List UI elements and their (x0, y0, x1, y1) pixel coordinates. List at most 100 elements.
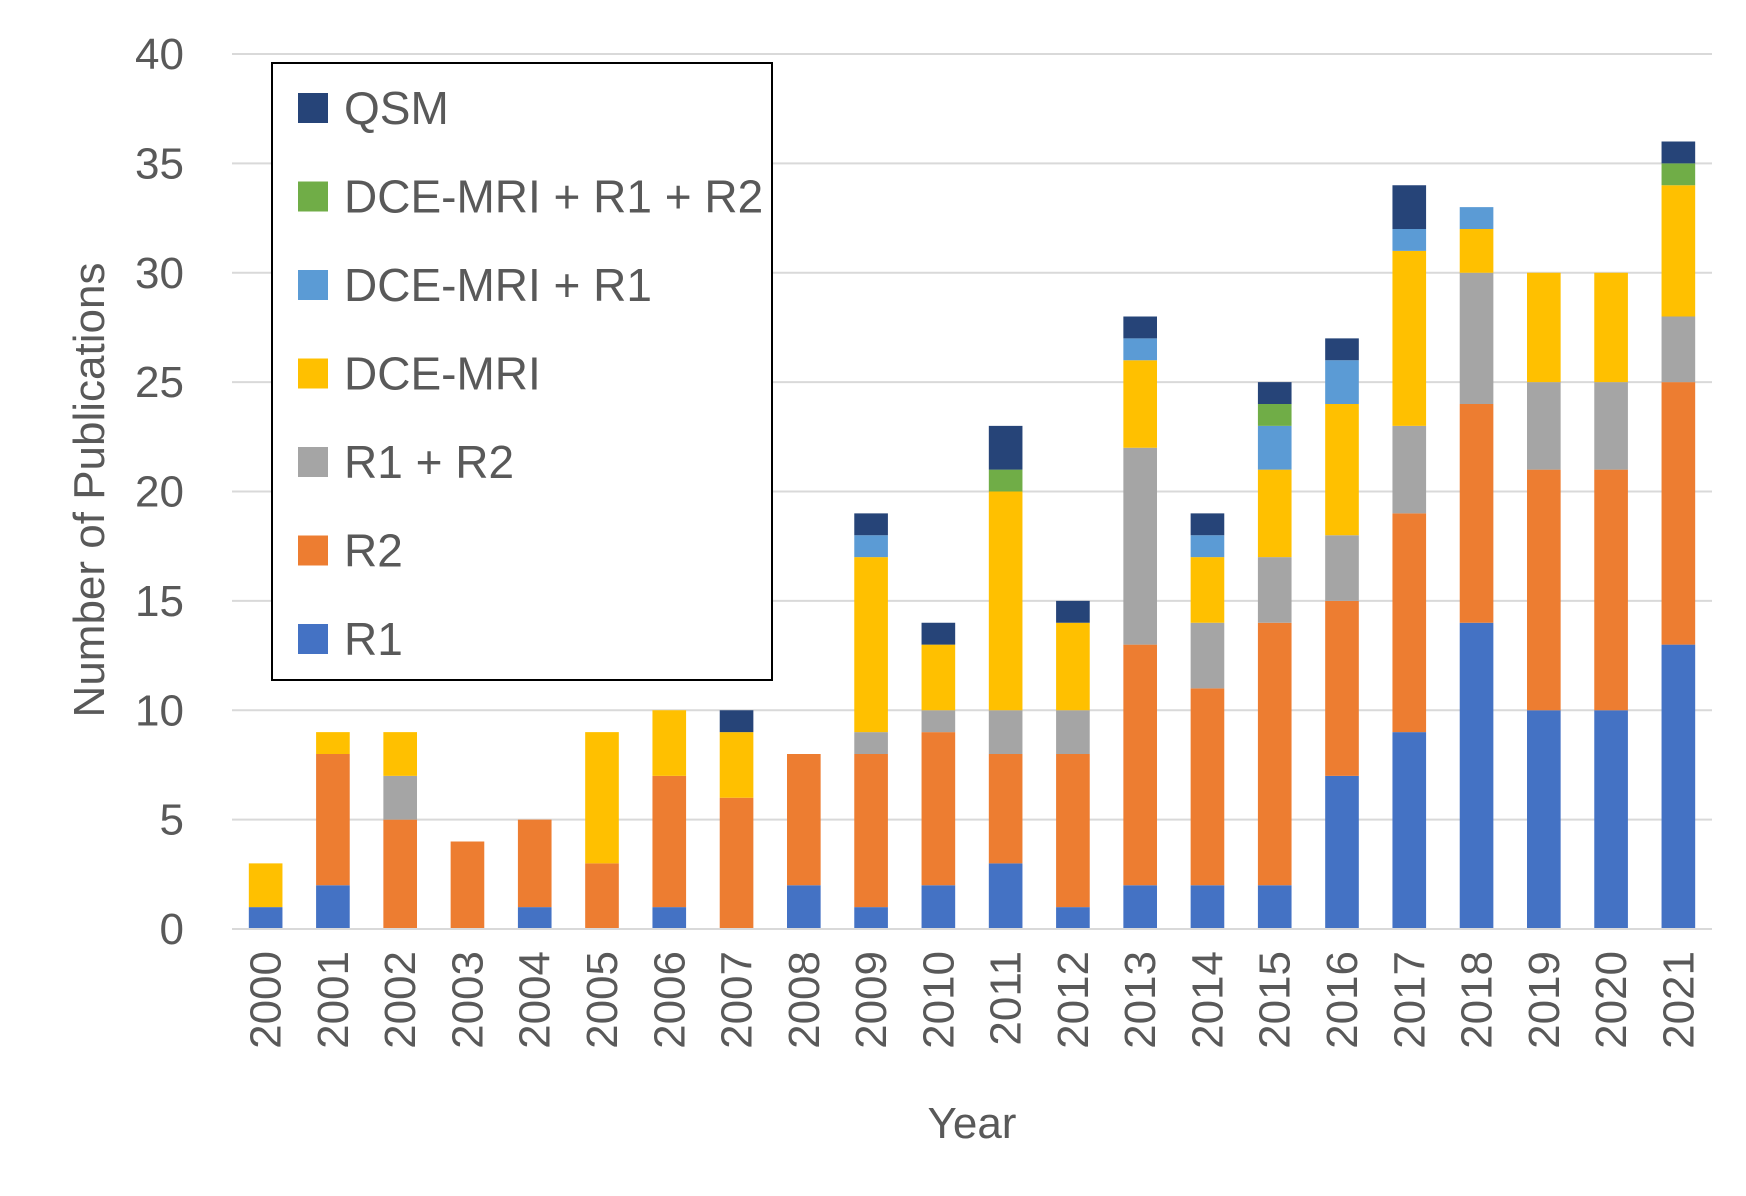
legend-swatch (298, 181, 328, 212)
bar-segment (1661, 141, 1696, 164)
bar-segment (585, 863, 619, 929)
bar-segment (1392, 250, 1427, 426)
bar-segment (1594, 382, 1628, 470)
bar-segment (1123, 338, 1157, 361)
bar-segment (1325, 775, 1359, 929)
bar-segment (1594, 710, 1628, 929)
x-tick-label: 2001 (309, 951, 358, 1049)
bar-segment (1459, 272, 1494, 404)
legend-item: R1 + R2 (298, 436, 514, 488)
legend-label: DCE-MRI + R1 + R2 (344, 171, 763, 223)
x-tick-label: 2014 (1183, 951, 1232, 1049)
legend-label: R1 + R2 (344, 436, 514, 488)
bar-segment (921, 644, 956, 711)
bar-segment (1661, 382, 1696, 645)
bar-segment (1257, 622, 1292, 886)
bar-segment (1123, 447, 1157, 645)
bar-segment (921, 885, 956, 929)
x-tick-label: 2000 (242, 951, 291, 1049)
y-tick-label: 25 (135, 358, 184, 407)
bar-segment (450, 841, 485, 929)
x-tick-label: 2006 (645, 951, 694, 1049)
bar-segment (1257, 425, 1292, 470)
y-tick-label: 10 (135, 686, 184, 735)
bar-segment (585, 732, 619, 864)
y-tick-label: 35 (135, 139, 184, 188)
bar-segment (652, 710, 687, 776)
x-tick-label: 2020 (1587, 951, 1636, 1049)
bar-segment (719, 797, 754, 929)
legend-item: DCE-MRI (298, 348, 541, 400)
bar-segment (316, 885, 350, 929)
bar-segment (1392, 425, 1427, 514)
bar-segment (988, 491, 1023, 711)
bar-segment (1056, 600, 1090, 623)
x-tick-label: 2003 (443, 951, 492, 1049)
x-tick-label: 2009 (847, 951, 896, 1049)
bar-segment (1527, 469, 1561, 711)
bar-segment (921, 622, 956, 645)
bar-segment (1257, 469, 1292, 558)
y-tick-label: 15 (135, 577, 184, 626)
bar-segment (1459, 207, 1494, 229)
x-tick-label: 2002 (376, 951, 425, 1049)
legend-swatch (298, 270, 328, 300)
y-axis-title: Number of Publications (65, 263, 114, 718)
bar-segment (383, 732, 417, 776)
bar-segment (1325, 360, 1359, 404)
y-tick-label: 0 (160, 905, 184, 954)
bar-segment (1661, 316, 1696, 383)
bar-segment (854, 732, 888, 754)
bar-segment (1325, 535, 1359, 601)
x-tick-label: 2007 (713, 951, 762, 1049)
legend-label: R2 (344, 525, 403, 577)
bar-segment (1661, 644, 1696, 929)
bar-segment (854, 513, 888, 536)
bar-segment (1392, 513, 1427, 733)
bar-segment (1459, 229, 1494, 273)
x-axis-ticks: 2000 2001 2002 2003 2004 2005 2006 2007 2008 2009… (242, 951, 1704, 1049)
bar-segment (988, 863, 1023, 929)
bar-segment (1257, 404, 1292, 426)
bar-segment (719, 732, 754, 798)
bar-segment (1190, 513, 1225, 536)
x-tick-label: 2013 (1116, 951, 1165, 1049)
bar-segment (1190, 535, 1225, 558)
x-tick-label: 2017 (1385, 951, 1434, 1049)
bar-segment (1123, 360, 1157, 448)
bar-segment (1661, 185, 1696, 317)
x-tick-label: 2019 (1520, 951, 1569, 1049)
bar-segment (1392, 732, 1427, 929)
x-tick-label: 2010 (914, 951, 963, 1049)
legend-item: R1 (298, 613, 403, 665)
legend-box (271, 62, 773, 681)
legend-label: R1 (344, 613, 403, 665)
bar-segment (1190, 622, 1225, 689)
bar-segment (921, 710, 956, 733)
y-tick-label: 40 (135, 30, 184, 79)
bar-segment (248, 907, 283, 929)
y-tick-label: 30 (135, 249, 184, 298)
legend-swatch (298, 93, 328, 123)
bar-segment (988, 754, 1023, 864)
bar-segment (1527, 272, 1561, 383)
x-tick-label: 2004 (511, 951, 560, 1049)
bar-segment (1123, 316, 1157, 339)
bar-segment (988, 710, 1023, 754)
bar-segment (1056, 907, 1090, 929)
y-axis-ticks: 0 5 10 15 20 25 30 35 40 (135, 30, 184, 954)
legend-swatch (298, 535, 328, 566)
bar-segment (1527, 710, 1561, 929)
x-tick-label: 2005 (578, 951, 627, 1049)
bar-segment (1123, 885, 1157, 929)
bar-segment (1056, 710, 1090, 754)
x-tick-label: 2021 (1654, 951, 1703, 1049)
x-tick-label: 2011 (982, 951, 1031, 1046)
legend-label: DCE-MRI + R1 (344, 259, 652, 311)
bar-segment (517, 819, 552, 908)
bar-segment (988, 469, 1023, 492)
bar-segment (517, 907, 552, 929)
bar-segment (316, 754, 350, 886)
bar-segment (1392, 185, 1427, 229)
legend-label: QSM (344, 82, 449, 134)
